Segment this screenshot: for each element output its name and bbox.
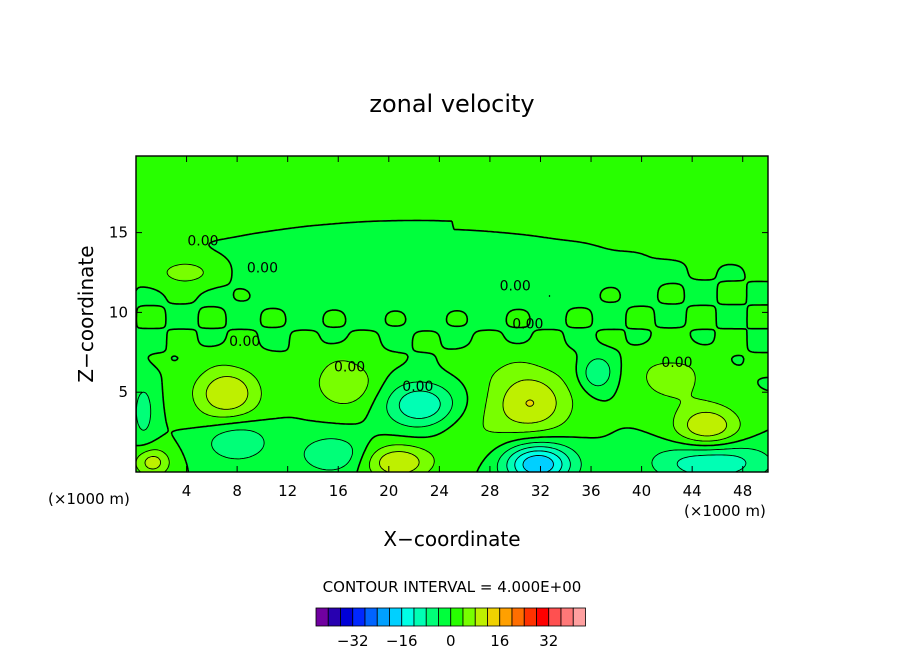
contour-label: 0.00 xyxy=(334,360,365,376)
colorbar-swatch xyxy=(352,607,366,627)
x-tick-label: 48 xyxy=(733,482,752,500)
colorbar-tick-label: −32 xyxy=(337,632,369,650)
colorbar-swatch xyxy=(511,607,525,627)
colorbar-swatch xyxy=(523,607,537,627)
x-tick-label: 16 xyxy=(329,482,348,500)
colorbar-swatch xyxy=(327,607,341,627)
x-tick-label: 32 xyxy=(531,482,550,500)
y-tick-label: 15 xyxy=(109,224,128,242)
colorbar-swatch xyxy=(462,607,476,627)
colorbar-swatch xyxy=(536,607,550,627)
colorbar-tick-label: 32 xyxy=(539,632,558,650)
x-tick-label: 28 xyxy=(480,482,499,500)
x-tick-label: 20 xyxy=(379,482,398,500)
x-tick-label: 12 xyxy=(278,482,297,500)
contour-label: 0.00 xyxy=(512,317,543,333)
colorbar-swatch xyxy=(425,607,439,627)
colorbar-swatch xyxy=(560,607,574,627)
contour-label: 0.00 xyxy=(402,379,433,395)
contour-label: 0.00 xyxy=(187,234,218,250)
x-tick-label: 8 xyxy=(232,482,242,500)
colorbar-swatch xyxy=(413,607,427,627)
x-axis-ticks: 4 8 12 16 20 24 28 32 36 40 44 48 xyxy=(182,156,752,500)
y-tick-label: 10 xyxy=(109,303,128,321)
contour-label: 0.00 xyxy=(661,355,692,371)
x-tick-label: 24 xyxy=(430,482,449,500)
contour-label: 0.00 xyxy=(247,261,278,277)
contour-label: 0.00 xyxy=(500,278,531,294)
contour-labels: 0.00 0.00 0.00 0.00 0.00 0.00 0.00 0.00 xyxy=(187,234,692,395)
colorbar xyxy=(315,607,586,627)
contour-label: 0.00 xyxy=(229,334,260,350)
colorbar-swatch xyxy=(376,607,390,627)
x-tick-label: 44 xyxy=(683,482,702,500)
y-tick-label: 5 xyxy=(118,383,128,401)
contour-interval-label: CONTOUR INTERVAL = 4.000E+00 xyxy=(323,578,582,596)
colorbar-swatch xyxy=(364,607,378,627)
colorbar-swatch xyxy=(438,607,452,627)
y-axis-ticks: 5 10 15 xyxy=(109,224,768,401)
colorbar-tick-label: 0 xyxy=(446,632,456,650)
colorbar-tick-label: −16 xyxy=(386,632,418,650)
colorbar-swatch xyxy=(572,607,586,627)
contour-line-8 xyxy=(144,376,728,472)
colorbar-swatch xyxy=(548,607,562,627)
colorbar-tick-label: 16 xyxy=(490,632,509,650)
y-axis-label: Z−coordinate xyxy=(74,245,98,382)
plot-area xyxy=(136,156,768,472)
x-tick-label: 40 xyxy=(632,482,651,500)
contour-line-0 xyxy=(136,219,768,472)
contour-line-neg8 xyxy=(398,390,747,472)
colorbar-swatch xyxy=(499,607,513,627)
contour-line-12 xyxy=(525,399,535,407)
chart-title: zonal velocity xyxy=(369,90,534,118)
velocity-field xyxy=(136,156,768,472)
colorbar-tick-labels: −32 −16 0 16 32 xyxy=(337,632,558,650)
x-axis-unit-right: (×1000 m) xyxy=(684,502,766,520)
colorbar-swatch xyxy=(487,607,501,627)
colorbar-swatch xyxy=(474,607,488,627)
plot-frame xyxy=(135,155,769,473)
x-tick-label: 4 xyxy=(182,482,192,500)
colorbar-swatch xyxy=(389,607,403,627)
x-axis-unit-left: (×1000 m) xyxy=(48,490,130,508)
x-axis-label: X−coordinate xyxy=(383,527,520,551)
colorbar-swatch xyxy=(315,607,329,627)
colorbar-swatch xyxy=(450,607,464,627)
contour-line-neg12 xyxy=(514,450,563,472)
x-tick-label: 36 xyxy=(581,482,600,500)
contour-line-neg4 xyxy=(136,358,768,472)
contour-line-4 xyxy=(136,263,741,472)
colorbar-swatch xyxy=(401,607,415,627)
contour-line-neg16 xyxy=(522,455,554,472)
colorbar-swatch xyxy=(340,607,354,627)
